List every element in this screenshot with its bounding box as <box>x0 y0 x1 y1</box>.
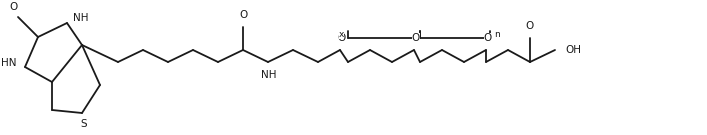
Text: O: O <box>338 33 346 43</box>
Text: HN: HN <box>1 58 17 68</box>
Text: x: x <box>339 30 344 39</box>
Text: n: n <box>494 30 500 39</box>
Text: NH: NH <box>262 70 276 80</box>
Text: O: O <box>484 33 492 43</box>
Text: OH: OH <box>565 45 581 55</box>
Text: NH: NH <box>73 13 88 23</box>
Text: S: S <box>81 119 87 129</box>
Text: O: O <box>412 33 420 43</box>
Text: O: O <box>526 21 534 31</box>
Text: O: O <box>239 10 247 20</box>
Text: O: O <box>10 2 18 12</box>
